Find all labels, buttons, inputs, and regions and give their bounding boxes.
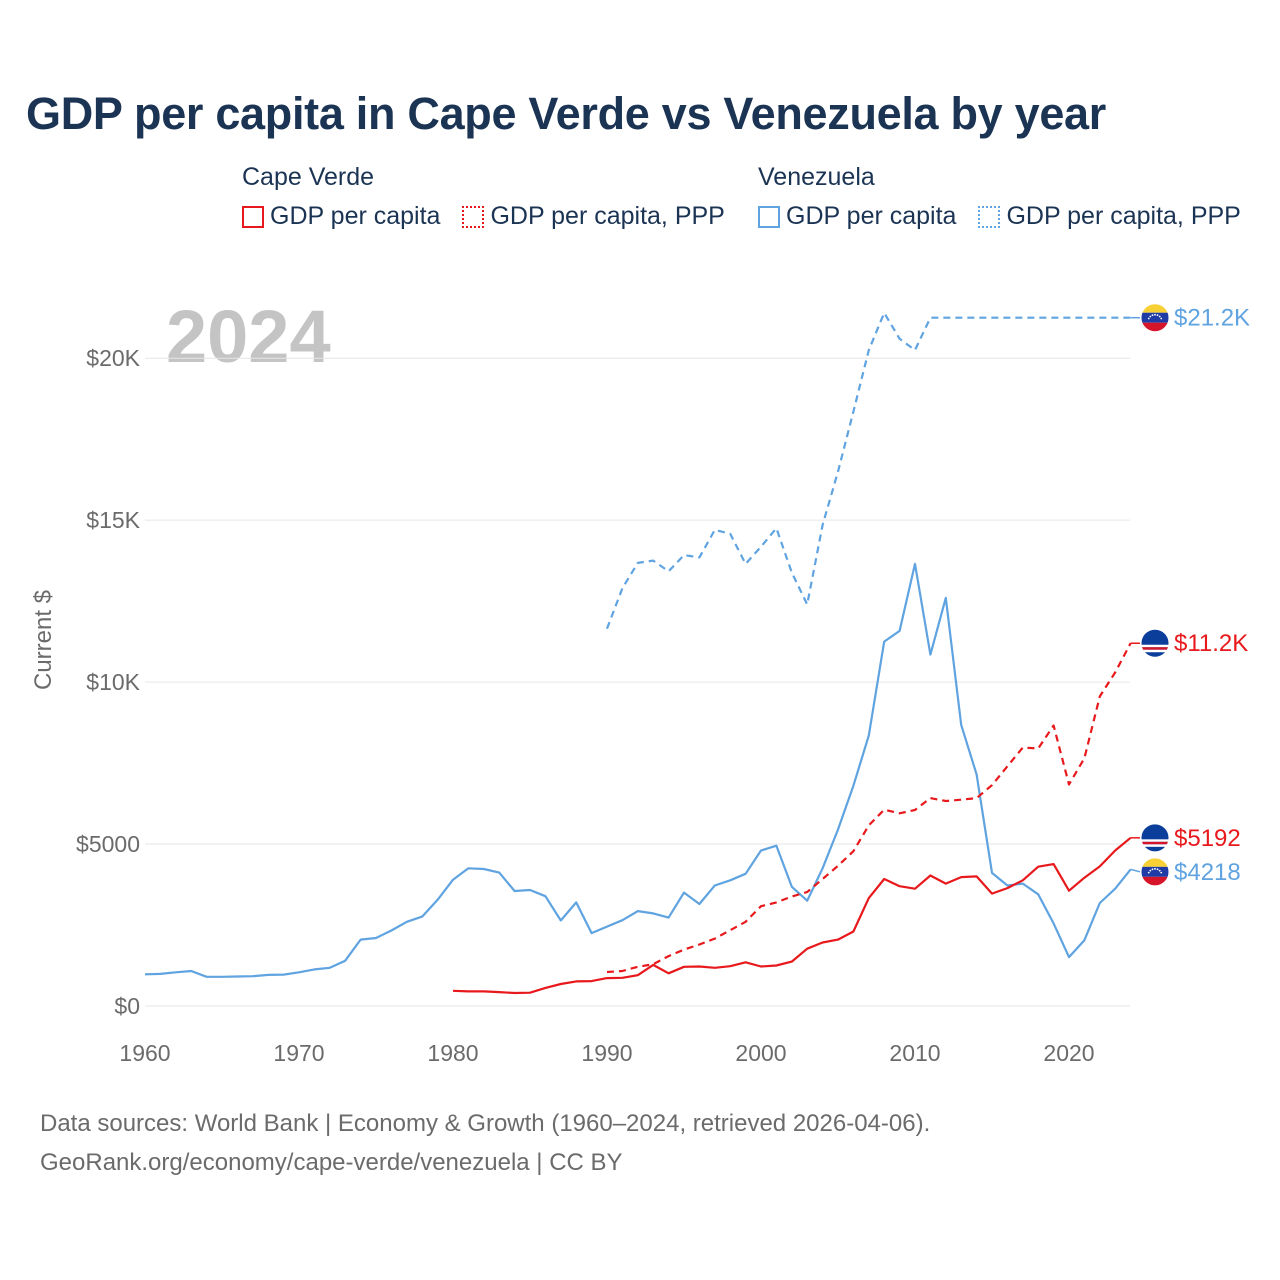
x-tick-label: 2000 xyxy=(735,1040,786,1066)
y-tick-label: $10K xyxy=(86,669,140,695)
end-connector xyxy=(1130,868,1141,873)
cape-verde-flag-icon xyxy=(1140,628,1170,658)
legend-group-cape-verde: Cape Verde GDP per capita GDP per capita… xyxy=(242,160,747,231)
flag-star xyxy=(1156,314,1159,317)
chart-plot-area: 2024 $0 $5000 $10K $15K $20K 1960 1970 1980 1990… xyxy=(30,295,1250,1066)
x-tick-label: 1960 xyxy=(119,1040,170,1066)
flag-star xyxy=(1158,869,1161,872)
series-end-label: $4218 xyxy=(1174,859,1241,886)
flag-star xyxy=(1151,868,1154,871)
flag-stripe xyxy=(1141,841,1169,845)
flag-star xyxy=(1160,317,1163,320)
legend-swatch-dotted-blue xyxy=(978,205,1001,228)
flag-field xyxy=(1141,823,1169,852)
footer: Data sources: World Bank | Economy & Gro… xyxy=(40,1104,930,1182)
series-end-label: $21.2K xyxy=(1174,305,1250,332)
flag-star xyxy=(1154,867,1156,870)
y-tick-label: $15K xyxy=(86,507,140,533)
flag-stripe xyxy=(1141,312,1169,323)
legend-group-venezuela: Venezuela GDP per capita GDP per capita,… xyxy=(758,160,1263,231)
flag-stripe xyxy=(1141,844,1169,847)
series-end-label: $11.2K xyxy=(1174,630,1248,657)
flag-ring xyxy=(1140,857,1170,887)
y-axis-label: Current $ xyxy=(30,590,57,690)
flag-stripe xyxy=(1141,857,1169,867)
flag-star xyxy=(1160,871,1163,874)
flag-stripe xyxy=(1141,866,1169,877)
venezuela-flag-icon xyxy=(1140,857,1170,887)
legend-swatch-dotted-red xyxy=(462,205,485,228)
footer-sources: Data sources: World Bank | Economy & Gro… xyxy=(40,1110,931,1137)
flag-star xyxy=(1149,869,1152,872)
x-tick-label: 2010 xyxy=(889,1040,940,1066)
legend-group-name: Cape Verde xyxy=(242,163,375,191)
flag-star xyxy=(1158,315,1161,318)
y-tick-label: $20K xyxy=(86,345,140,371)
footer-attribution: GeoRank.org/economy/cape-verde/venezuela… xyxy=(40,1149,623,1176)
x-tick-label: 1970 xyxy=(273,1040,324,1066)
flag-ring xyxy=(1140,628,1170,658)
legend-swatch-solid-blue xyxy=(758,205,780,228)
x-tick-label: 1990 xyxy=(581,1040,632,1066)
flag-ring xyxy=(1140,823,1170,853)
flag-star xyxy=(1154,313,1156,316)
legend-item-venezuela-gdp[interactable]: GDP per capita xyxy=(758,202,956,231)
legend-item-label: GDP per capita xyxy=(270,202,441,230)
flag-star xyxy=(1151,314,1154,317)
x-tick-label: 1980 xyxy=(427,1040,478,1066)
flag-stripe xyxy=(1141,876,1169,886)
flag-field xyxy=(1141,629,1169,658)
x-tick-label: 2020 xyxy=(1043,1040,1094,1066)
legend-item-venezuela-gdp-ppp[interactable]: GDP per capita, PPP xyxy=(978,202,1241,231)
flag-ring xyxy=(1140,303,1170,333)
flag-star xyxy=(1149,315,1152,318)
flag-stripe xyxy=(1141,839,1169,842)
flag-star xyxy=(1147,871,1150,874)
legend-item-label: GDP per capita xyxy=(786,202,957,230)
year-watermark: 2024 xyxy=(166,295,331,378)
flag-star xyxy=(1147,317,1150,320)
legend-swatch-solid-red xyxy=(242,205,264,228)
cape-verde-flag-icon xyxy=(1140,823,1170,853)
series-end-label: $5192 xyxy=(1174,825,1241,852)
series-line-cape-verde-gdp-per-capita xyxy=(452,836,1132,995)
series-line-venezuela-gdp-per-capita-ppp xyxy=(605,311,1131,630)
legend-item-label: GDP per capita, PPP xyxy=(490,202,725,230)
flag-stripe xyxy=(1141,649,1169,653)
flag-star xyxy=(1156,868,1159,871)
flag-stripe xyxy=(1141,647,1169,650)
y-tick-label: $0 xyxy=(114,993,140,1019)
flag-stripe xyxy=(1141,303,1169,313)
chart-title: GDP per capita in Cape Verde vs Venezuel… xyxy=(26,88,1107,139)
y-tick-label: $5000 xyxy=(76,831,140,857)
legend-item-cape-verde-gdp-ppp[interactable]: GDP per capita, PPP xyxy=(462,202,725,231)
series-line-venezuela-gdp-per-capita xyxy=(144,562,1132,978)
flag-stripe xyxy=(1141,322,1169,332)
legend-item-label: GDP per capita, PPP xyxy=(1006,202,1241,230)
legend-group-name: Venezuela xyxy=(758,163,875,191)
flag-stripe xyxy=(1141,644,1169,648)
venezuela-flag-icon xyxy=(1140,303,1170,333)
legend-item-cape-verde-gdp[interactable]: GDP per capita xyxy=(242,202,440,231)
